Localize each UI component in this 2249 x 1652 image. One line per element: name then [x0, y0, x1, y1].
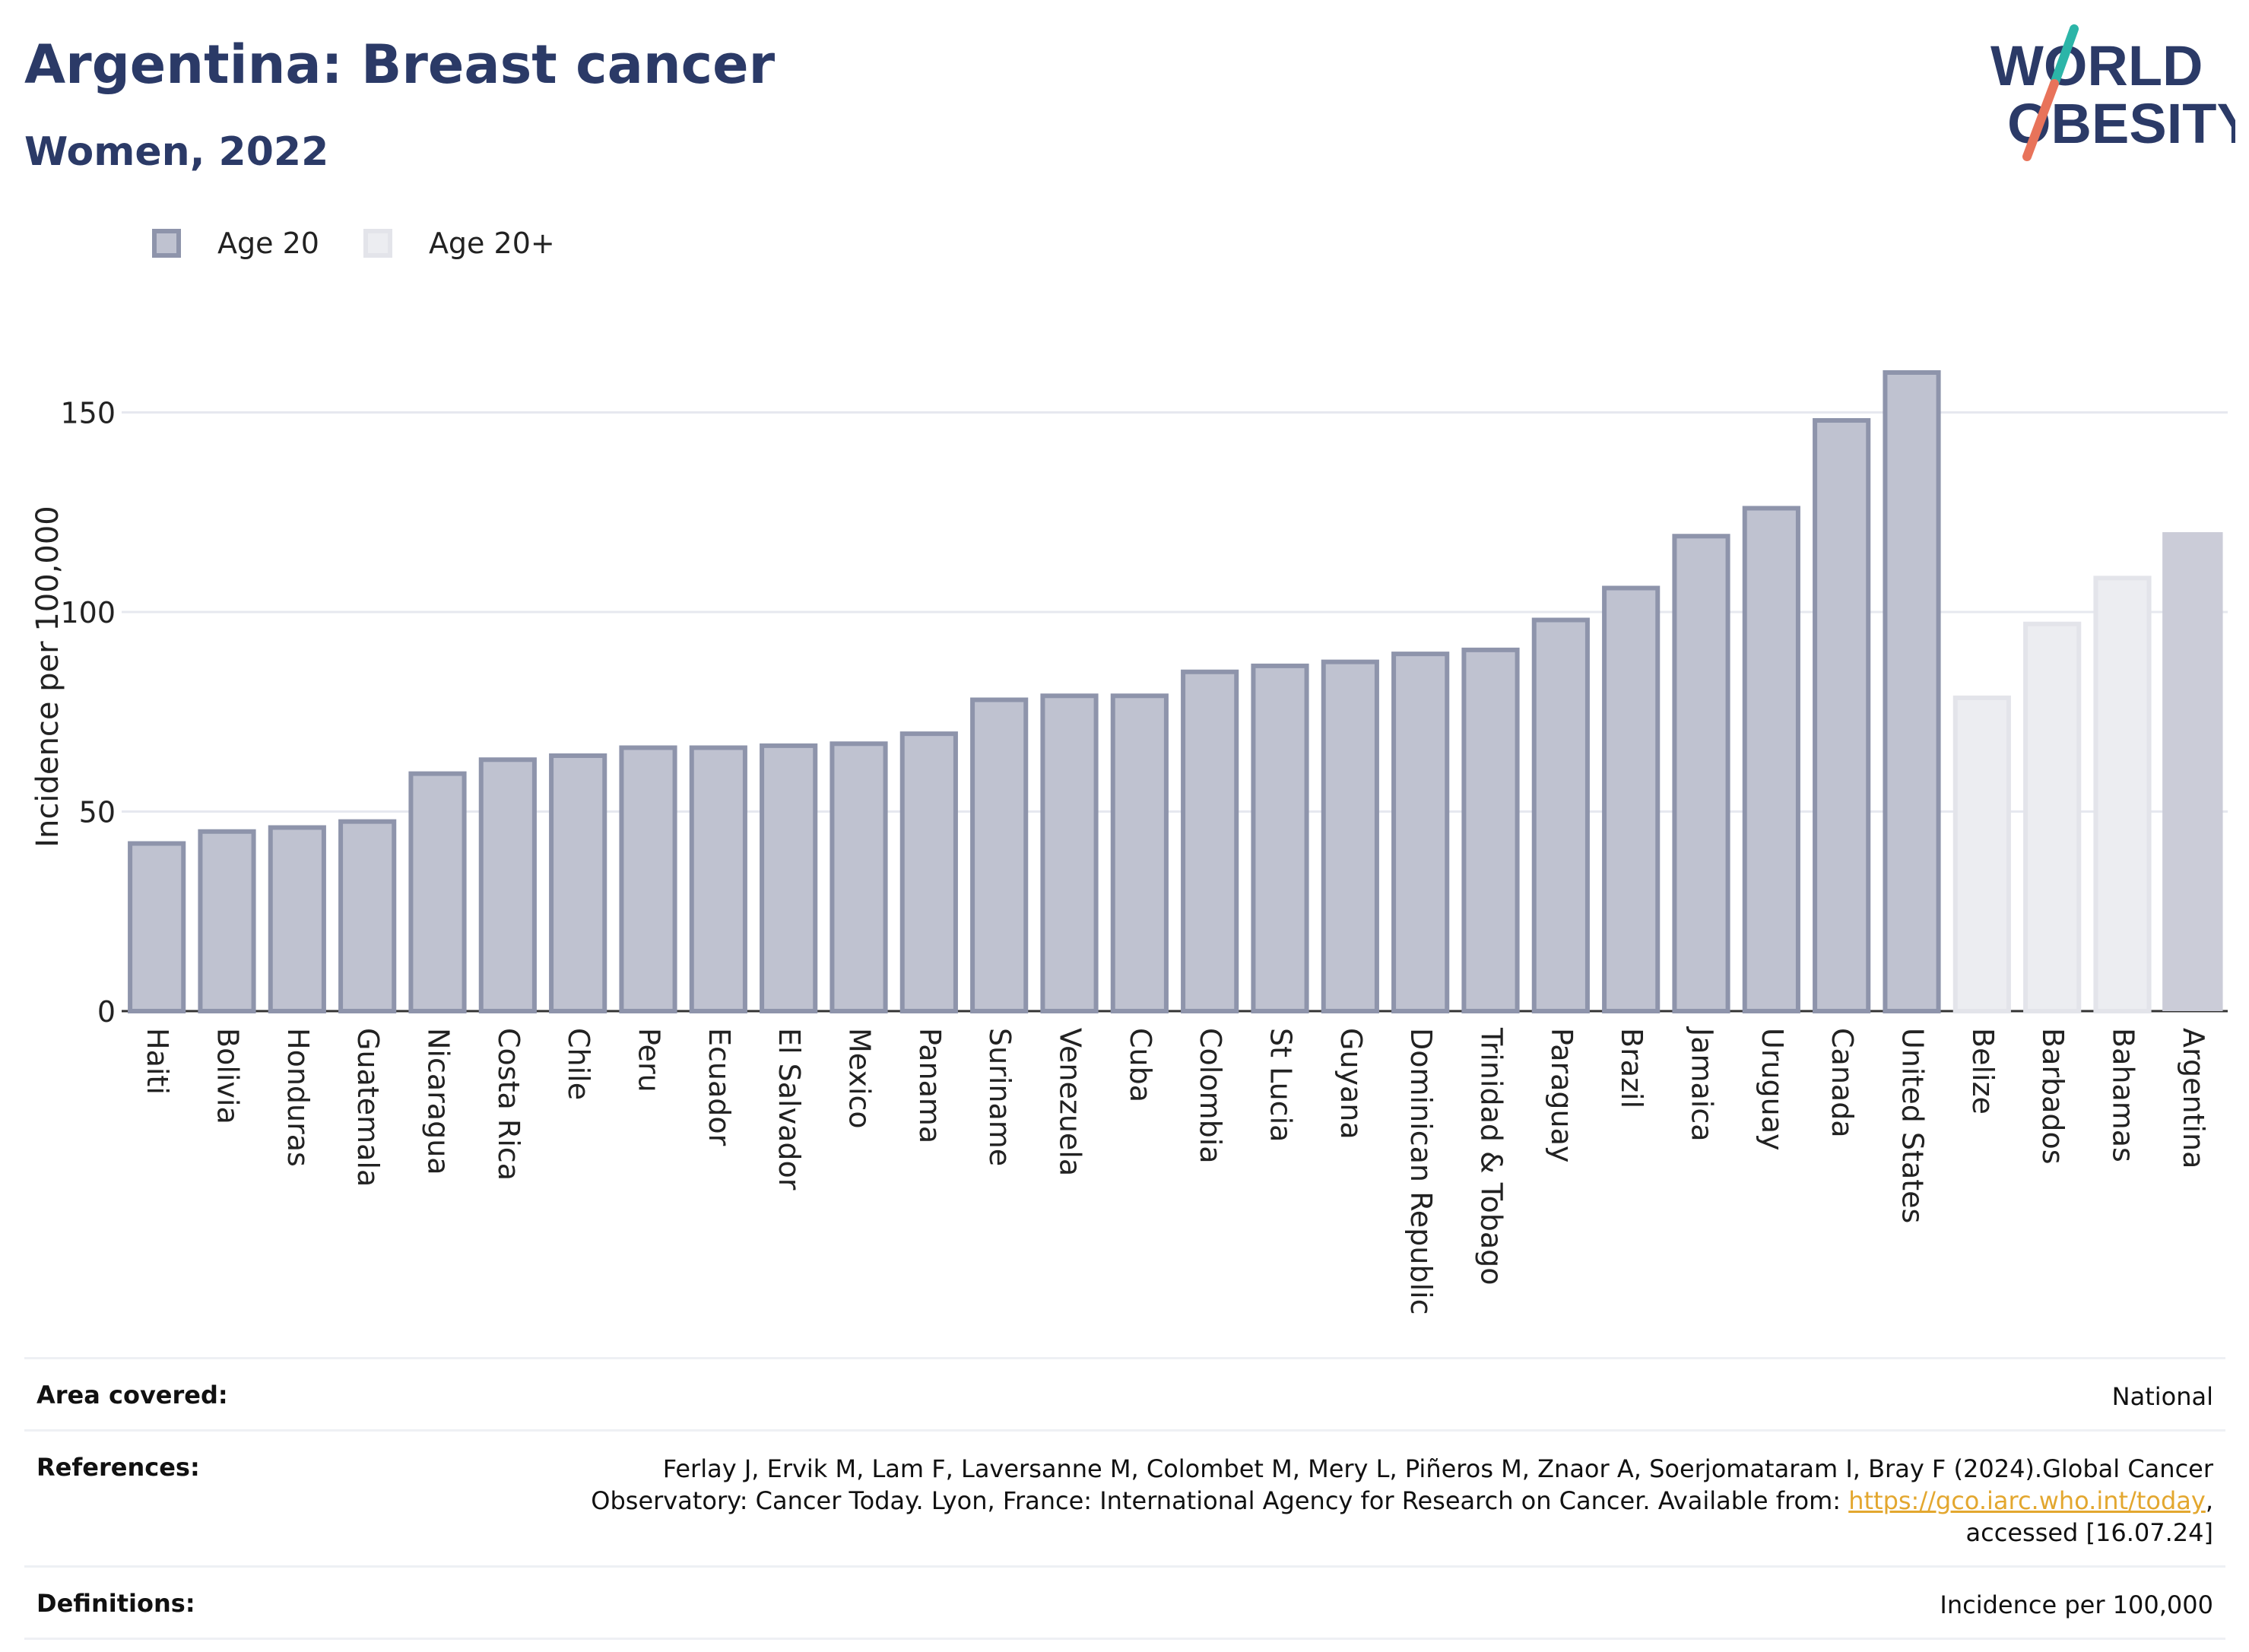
bar-bolivia: [198, 829, 256, 1013]
bar-trinidad-tobago: [1461, 647, 1520, 1013]
x-tick-label: Trinidad & Tobago: [1475, 1027, 1508, 1286]
bar-haiti: [128, 841, 186, 1013]
bar-cuba: [1110, 693, 1169, 1013]
references-text-2: , accessed [16.07.24]: [1965, 1486, 2213, 1547]
bar-el-salvador: [760, 743, 818, 1013]
area-covered-value: National: [2111, 1382, 2213, 1411]
bar-costa-rica: [478, 757, 537, 1013]
x-tick-label: Canada: [1826, 1028, 1859, 1138]
x-tick-label: Venezuela: [1054, 1028, 1087, 1176]
x-tick-label: St Lucia: [1264, 1028, 1298, 1142]
x-tick-label: El Salvador: [772, 1028, 806, 1191]
x-tick-label: Guyana: [1334, 1028, 1368, 1140]
info-row-area: Area covered: National: [24, 1357, 2225, 1429]
bar-guyana: [1321, 659, 1379, 1013]
y-axis-label: Incidence per 100,000: [30, 506, 65, 848]
x-tick-label: Ecuador: [703, 1028, 736, 1146]
bar-argentina: [2162, 532, 2223, 1011]
x-tick-label: Costa Rica: [492, 1028, 525, 1181]
area-covered-label: Area covered:: [36, 1381, 228, 1409]
bar-mexico: [829, 741, 888, 1013]
x-tick-label: Mexico: [843, 1028, 877, 1129]
x-tick-label: Suriname: [983, 1028, 1017, 1166]
y-axis-ticks: 0 50 100 150: [60, 397, 116, 1029]
info-row-references: References: Ferlay J, Ervik M, Lam F, La…: [24, 1429, 2225, 1565]
bar-ecuador: [689, 745, 747, 1013]
references-value: Ferlay J, Ervik M, Lam F, Laversanne M, …: [541, 1453, 2213, 1549]
gridlines: [122, 411, 2228, 1013]
definitions-value: Incidence per 100,000: [1940, 1590, 2213, 1619]
logo-slash-coral: [2022, 79, 2059, 161]
bar-nicaragua: [408, 771, 467, 1013]
bar-brazil: [1602, 585, 1661, 1013]
definitions-label: Definitions:: [36, 1589, 195, 1618]
bar-guatemala: [338, 819, 397, 1013]
bar-honduras: [268, 825, 326, 1013]
world-obesity-logo: WORLD OBESITY: [1990, 24, 2235, 161]
info-table: Area covered: National References: Ferla…: [24, 1357, 2225, 1640]
references-link[interactable]: https://gco.iarc.who.int/today: [1848, 1486, 2206, 1515]
bars: [128, 370, 2223, 1013]
y-tick-label: 0: [97, 995, 116, 1029]
x-tick-label: Cuba: [1124, 1028, 1157, 1102]
bar-dominican-republic: [1391, 652, 1450, 1013]
chart-title: Argentina: Breast cancer: [24, 33, 776, 96]
x-tick-label: Peru: [633, 1028, 666, 1092]
references-label: References:: [36, 1453, 200, 1482]
bar-barbados: [2023, 621, 2082, 1013]
bar-chile: [549, 753, 607, 1013]
references-text-1: Ferlay J, Ervik M, Lam F, Laversanne M, …: [591, 1454, 2213, 1515]
y-tick-label: 150: [60, 397, 116, 430]
x-tick-label: Barbados: [2036, 1028, 2070, 1165]
x-axis-ticks: Haiti Bolivia Honduras Guatemala Nicaragua Co…: [141, 1026, 2210, 1314]
bar-chart: 0 50 100 150 Haiti Bolivia Honduras Guatemala N…: [30, 370, 2228, 1314]
x-tick-label: Guatemala: [351, 1028, 385, 1187]
legend-item-age-20-plus[interactable]: Age 20+: [363, 227, 555, 260]
x-tick-label: Jamaica: [1686, 1026, 1719, 1142]
x-tick-label: Honduras: [281, 1028, 315, 1167]
legend-label-age-20: Age 20: [217, 227, 319, 260]
bar-united-states: [1883, 370, 1941, 1013]
bar-panama: [899, 731, 958, 1013]
logo-line-1: WORLD: [1990, 34, 2203, 97]
y-tick-label: 50: [79, 796, 116, 829]
x-tick-label: Dominican Republic: [1404, 1028, 1438, 1314]
bar-venezuela: [1040, 693, 1099, 1013]
bar-colombia: [1181, 669, 1239, 1013]
legend-swatch-age-20-plus: [363, 229, 392, 258]
bar-paraguay: [1531, 617, 1590, 1013]
bar-suriname: [970, 697, 1029, 1013]
x-tick-label: Uruguay: [1756, 1028, 1789, 1151]
bar-belize: [1952, 695, 2011, 1013]
y-tick-label: 100: [60, 596, 116, 629]
bar-peru: [619, 745, 677, 1013]
bar-st-lucia: [1251, 663, 1309, 1013]
x-tick-label: Chile: [562, 1028, 595, 1100]
bar-uruguay: [1742, 506, 1800, 1013]
x-tick-label: Colombia: [1194, 1028, 1227, 1164]
chart-subtitle: Women, 2022: [24, 129, 329, 175]
bar-jamaica: [1672, 534, 1730, 1013]
x-tick-label: Haiti: [141, 1028, 174, 1095]
bar-canada: [1813, 418, 1871, 1013]
legend-item-age-20[interactable]: Age 20: [152, 227, 319, 260]
x-tick-label: Nicaragua: [422, 1028, 455, 1175]
legend-swatch-age-20: [152, 229, 181, 258]
x-tick-label: Panama: [913, 1028, 947, 1143]
x-tick-label: Bahamas: [2107, 1028, 2140, 1162]
x-tick-label: Bolivia: [211, 1028, 245, 1124]
x-tick-label: Belize: [1966, 1028, 2000, 1115]
x-tick-label: United States: [1896, 1028, 1930, 1223]
x-tick-label: Brazil: [1615, 1028, 1648, 1108]
chart-legend: Age 20 Age 20+: [152, 227, 599, 260]
legend-label-age-20-plus: Age 20+: [428, 227, 555, 260]
bar-bahamas: [2093, 576, 2152, 1013]
x-tick-label: Argentina: [2177, 1028, 2210, 1168]
info-row-definitions: Definitions: Incidence per 100,000: [24, 1565, 2225, 1640]
x-tick-label: Paraguay: [1545, 1028, 1578, 1162]
logo-slash-teal: [2050, 24, 2079, 88]
